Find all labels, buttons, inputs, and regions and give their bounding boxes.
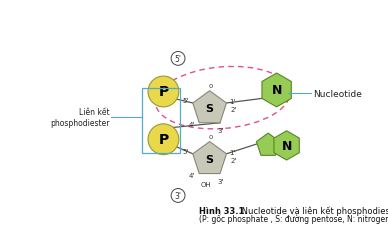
Text: Nucleotide: Nucleotide: [313, 89, 362, 98]
Polygon shape: [193, 91, 227, 123]
Text: N: N: [272, 84, 282, 97]
Text: Nucleotide và liên kết phosphodiester: Nucleotide và liên kết phosphodiester: [239, 206, 388, 215]
Polygon shape: [274, 131, 299, 160]
Text: P: P: [158, 85, 168, 99]
Text: (P: gốc phosphate , S: đường pentose, N: nitrogenous base): (P: gốc phosphate , S: đường pentose, N:…: [199, 214, 388, 224]
Text: 5': 5': [175, 55, 182, 64]
Text: 4': 4': [189, 122, 196, 128]
Circle shape: [171, 189, 185, 202]
Text: OH: OH: [201, 182, 211, 188]
Circle shape: [171, 52, 185, 66]
Text: o: o: [208, 134, 213, 140]
Polygon shape: [256, 134, 280, 156]
Bar: [142, 88, 180, 154]
Polygon shape: [262, 74, 291, 108]
Text: 2': 2': [230, 106, 237, 112]
Text: 4': 4': [189, 172, 196, 178]
Text: 3': 3': [218, 178, 224, 184]
Text: 3': 3': [175, 191, 182, 200]
Polygon shape: [193, 142, 227, 174]
Text: 5': 5': [183, 98, 189, 103]
Circle shape: [148, 124, 179, 155]
Circle shape: [148, 77, 179, 108]
Text: Hình 33.1.: Hình 33.1.: [199, 206, 248, 215]
Text: P: P: [158, 133, 168, 147]
Text: o: o: [208, 83, 213, 89]
Text: 5': 5': [183, 148, 189, 154]
Text: 1': 1': [230, 150, 236, 156]
Text: S: S: [206, 104, 214, 114]
Text: 1': 1': [230, 99, 236, 105]
Text: S: S: [206, 155, 214, 164]
Text: 3': 3': [218, 128, 224, 134]
Text: N: N: [281, 139, 292, 152]
Text: Liên kết
phosphodiester: Liên kết phosphodiester: [50, 108, 109, 127]
Text: 2': 2': [230, 157, 237, 163]
